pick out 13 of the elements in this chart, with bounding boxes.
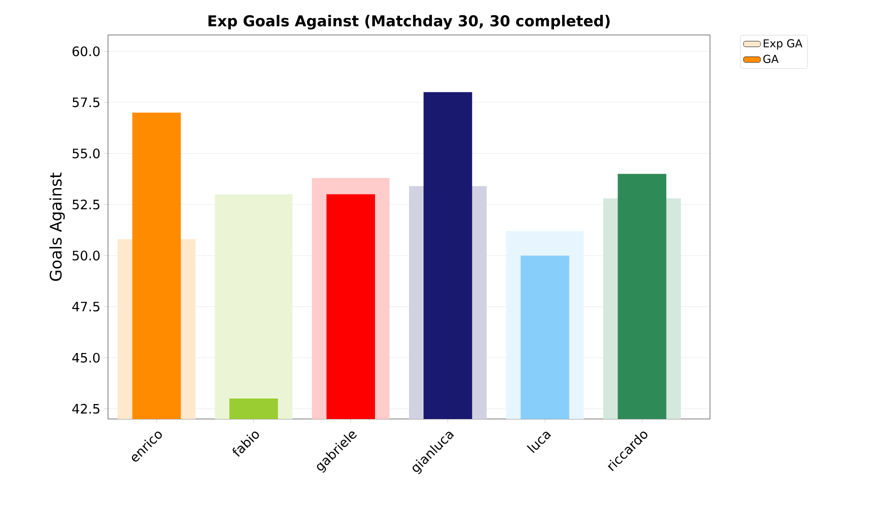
legend-label: Exp GA (764, 39, 802, 50)
x-tick-label: luca (526, 432, 552, 454)
legend-label: GA (763, 54, 779, 64)
chart-title: Exp Goals Against (Matchday 30, 30 completed) (208, 14, 610, 30)
y-tick-label: 50.0 (72, 250, 100, 260)
y-tick-label: 60.0 (72, 46, 100, 56)
y-tick-label: 57.5 (72, 98, 100, 108)
y-axis-title: Goals Against (49, 172, 65, 281)
y-tick-label: 47.5 (72, 302, 100, 312)
y-tick-label: 42.5 (72, 404, 100, 414)
y-tick-label: 52.5 (72, 200, 100, 210)
y-tick-label: 45.0 (72, 352, 100, 363)
y-tick-label: 55.0 (72, 148, 100, 158)
